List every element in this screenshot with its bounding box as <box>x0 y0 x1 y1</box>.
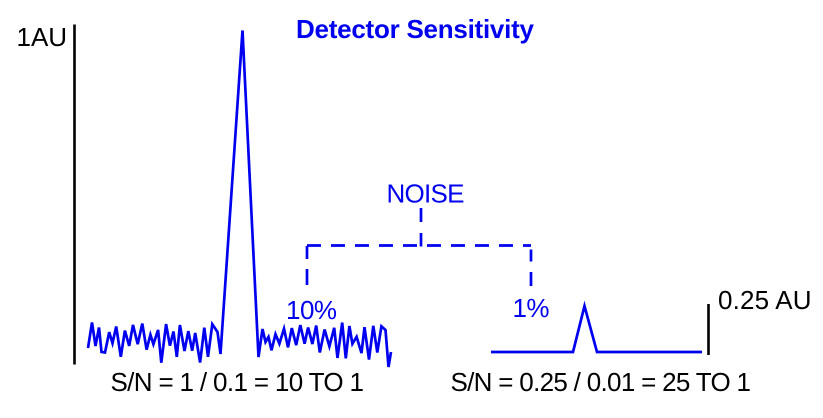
svg-text:1AU: 1AU <box>17 22 68 52</box>
svg-text:S/N = 0.25 / 0.01 = 25 TO 1: S/N = 0.25 / 0.01 = 25 TO 1 <box>451 367 752 397</box>
svg-text:Detector Sensitivity: Detector Sensitivity <box>296 14 535 44</box>
svg-text:0.25 AU: 0.25 AU <box>718 285 812 315</box>
svg-text:10%: 10% <box>286 295 337 325</box>
svg-text:NOISE: NOISE <box>387 179 465 209</box>
svg-text:S/N = 1 / 0.1 = 10 TO 1: S/N = 1 / 0.1 = 10 TO 1 <box>111 367 365 397</box>
svg-text:1%: 1% <box>513 293 550 323</box>
